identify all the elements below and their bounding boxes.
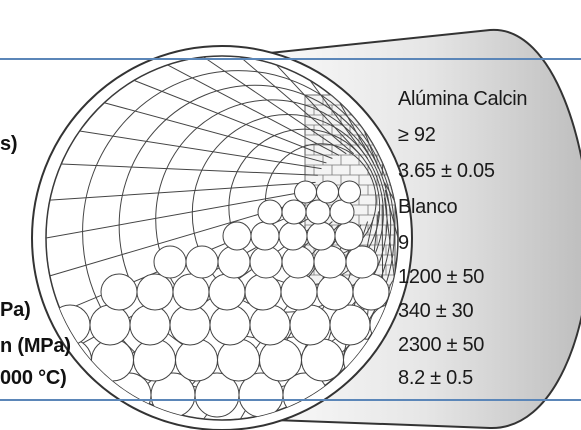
grinding-ball <box>217 338 260 382</box>
grinding-balls <box>49 180 398 418</box>
grinding-ball <box>222 221 252 251</box>
brick-joint <box>383 182 395 201</box>
brick-joint <box>79 130 322 170</box>
grinding-ball <box>257 199 283 225</box>
grinding-ball <box>250 221 280 251</box>
value-3: 3.65 ± 0.05 <box>398 160 495 182</box>
brick-joint <box>363 130 379 169</box>
grinding-ball <box>244 273 282 311</box>
grinding-ball <box>329 199 355 225</box>
brick-joint <box>61 163 318 176</box>
grinding-ball <box>169 304 211 346</box>
grinding-ball <box>316 180 339 204</box>
grinding-ball <box>185 245 219 279</box>
grinding-ball <box>249 304 291 346</box>
grinding-ball <box>305 199 331 225</box>
value-2: ≥ 92 <box>398 124 436 146</box>
value-5: 9 <box>398 232 409 254</box>
brick-joint <box>309 80 369 159</box>
value-9: 8.2 ± 0.5 <box>398 367 473 389</box>
value-7: 340 ± 30 <box>398 300 474 322</box>
grinding-ball <box>259 338 302 382</box>
grinding-ball <box>334 221 364 251</box>
brick-joint <box>384 189 398 239</box>
grinding-ball <box>208 273 246 311</box>
brick-joint <box>339 102 374 164</box>
grinding-ball <box>217 245 251 279</box>
grinding-ball <box>280 273 318 311</box>
grinding-ball <box>175 338 218 382</box>
grinding-ball <box>172 273 210 311</box>
grinding-ball <box>249 245 283 279</box>
brick-joint <box>167 64 340 156</box>
brick-joint <box>46 189 315 239</box>
brick-joint <box>203 56 347 155</box>
grinding-ball <box>281 199 307 225</box>
value-6: 1200 ± 50 <box>398 266 485 288</box>
grinding-ball <box>338 180 361 204</box>
grinding-ball <box>345 245 379 279</box>
brick-joint <box>133 79 333 159</box>
value-1: Alúmina Calcin <box>398 88 528 110</box>
grinding-ball <box>352 273 390 311</box>
value-8: 2300 ± 50 <box>398 334 485 356</box>
bottom-rule <box>0 399 581 401</box>
brick-joint <box>381 163 384 176</box>
grinding-ball <box>294 180 317 204</box>
grinding-ball <box>281 245 315 279</box>
grinding-ball <box>329 304 371 346</box>
left-label-column: s) Pa) n (MPa) 000 °C) <box>0 0 160 430</box>
grinding-ball <box>316 273 354 311</box>
brick-joint <box>104 102 327 164</box>
grinding-ball <box>209 304 251 346</box>
grinding-ball <box>313 245 347 279</box>
grinding-ball <box>278 221 308 251</box>
left-label-3: n (MPa) <box>0 335 71 357</box>
left-label-4: 000 °C) <box>0 367 67 389</box>
grinding-ball <box>289 304 331 346</box>
grinding-ball <box>388 273 398 311</box>
grinding-ball <box>306 221 336 251</box>
value-4: Blanco <box>398 196 458 218</box>
top-rule <box>0 58 581 60</box>
brick-joint <box>276 64 362 156</box>
brick-joint <box>49 181 316 201</box>
brick-joint <box>240 56 355 155</box>
left-label-2: Pa) <box>0 299 31 321</box>
brick-joint <box>383 197 395 276</box>
left-label-1: s) <box>0 133 18 155</box>
